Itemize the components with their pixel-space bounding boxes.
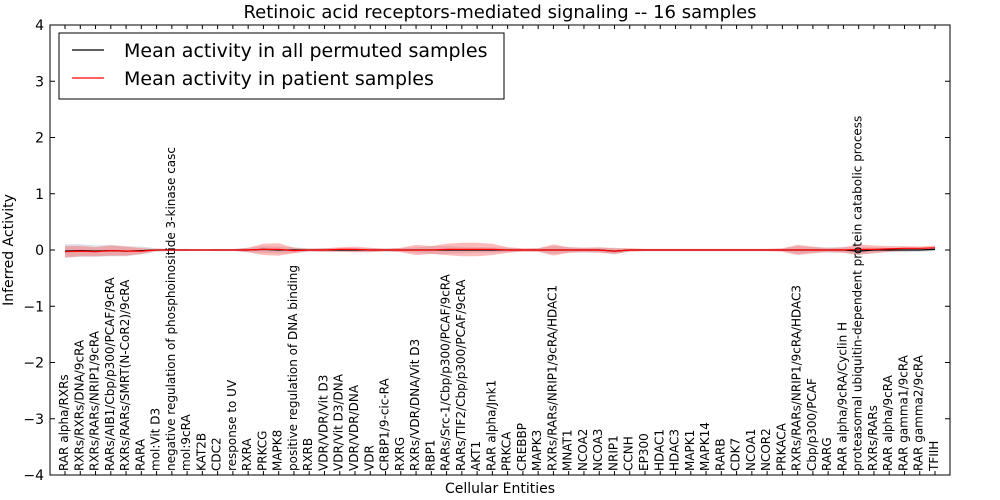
- y-tick-label: 4: [35, 18, 44, 34]
- legend-label-patient: Mean activity in patient samples: [124, 68, 434, 90]
- permuted-band-layer: [65, 244, 935, 258]
- y-tick-label: 3: [35, 74, 44, 90]
- entity-label: VDR/VDR/DNA: [347, 384, 361, 471]
- entity-label: NCOR2: [759, 428, 773, 471]
- entity-label: PRKCA: [500, 431, 514, 471]
- entity-label: proteasomal ubiquitin-dependent protein …: [851, 116, 865, 471]
- entity-label: RXRs/RXRs/DNA/9cRA: [72, 339, 86, 471]
- entity-label: RXRs/RARs/SMRT(N-CoR2)/9cRA: [118, 279, 132, 471]
- entity-label: VDR/VDR/Vit D3: [317, 375, 331, 471]
- y-tick-label: −2: [23, 356, 44, 372]
- entity-label: HDAC3: [668, 429, 682, 471]
- entity-label: mol:Vit D3: [149, 408, 163, 471]
- entity-label: PRKCG: [255, 431, 269, 471]
- entity-label: NCOA3: [591, 429, 605, 471]
- x-axis: [64, 25, 936, 475]
- series-lines-layer: [64, 247, 936, 253]
- entity-labels: RAR alpha/RXRs RXRs/RXRs/DNA/9cRA RXRs/RAR…: [57, 116, 941, 472]
- entity-label: CREBBP: [515, 423, 529, 471]
- y-axis: 4 3 2 1 0 −1 −2 −3 −4: [23, 18, 950, 484]
- entity-label: RAR alpha/RXRs: [57, 374, 71, 471]
- entity-label: CCNH: [622, 436, 636, 471]
- entity-label: KAT2B: [194, 433, 208, 471]
- entity-label: HDAC1: [652, 429, 666, 471]
- entity-label: RXRB: [301, 438, 315, 471]
- entity-label: RXRA: [240, 438, 254, 471]
- entity-label: AKT1: [469, 441, 483, 471]
- entity-label: RAR alpha/Jnk1: [484, 380, 498, 471]
- entity-label: MAPK14: [698, 422, 712, 471]
- entity-label: RXRs/RARs: [866, 405, 880, 471]
- entity-label: Cbp/p300/PCAF: [805, 378, 819, 471]
- entity-label: RBP1: [423, 440, 437, 471]
- entity-label: response to UV: [225, 379, 239, 471]
- entity-label: RARA: [133, 438, 147, 471]
- entity-label: RAR gamma2/9cRA: [912, 354, 926, 471]
- entity-label: RAR gamma1/9cRA: [897, 354, 911, 471]
- entity-label: RXRs/RARs/NRIP1/9cRA/HDAC3: [790, 285, 804, 471]
- entity-label: negative regulation of phosphoinositide …: [164, 147, 178, 471]
- entity-label: EP300: [637, 433, 651, 471]
- entity-label: RARG: [820, 437, 834, 471]
- entity-label: RXRG: [393, 437, 407, 471]
- y-tick-label: −3: [23, 412, 44, 428]
- series-line-patient: [64, 247, 936, 253]
- entity-label: RARs/AIB1/Cbp/p300/PCAF/9cRA: [103, 277, 117, 471]
- permuted-band: [65, 244, 935, 258]
- entity-label: TFIIH: [927, 441, 941, 472]
- legend-box: [58, 32, 505, 100]
- entity-label: CDC2: [210, 437, 224, 471]
- entity-label: MAPK3: [530, 430, 544, 471]
- entity-label: VDR/Vit D3/DNA: [332, 373, 346, 471]
- entity-label: RARB: [713, 438, 727, 471]
- y-axis-title: Inferred Activity: [1, 194, 17, 306]
- entity-label: RXRs/VDR/DNA/Vit D3: [408, 339, 422, 471]
- y-tick-label: −4: [23, 468, 44, 484]
- plot-area: [64, 242, 936, 258]
- legend: Mean activity in all permuted samples Me…: [58, 32, 505, 100]
- entity-label: RAR alpha/9cRA: [881, 374, 895, 471]
- y-tick-label: 1: [35, 187, 44, 203]
- entity-label: mol:9cRA: [179, 414, 193, 471]
- y-tick-label: 2: [35, 131, 44, 147]
- entity-label: RXRs/RARs/NRIP1/9cRA: [88, 330, 102, 471]
- entity-label: RXRs/RARs/NRIP1/9cRA/HDAC1: [545, 285, 559, 471]
- entity-label: RARs/Src-1/Cbp/p300/PCAF/9cRA: [439, 273, 453, 471]
- entity-label: MAPK8: [271, 430, 285, 471]
- entity-label: RARs/TIF2/Cbp/p300/PCAF/9cRA: [454, 279, 468, 471]
- y-tick-label: −1: [23, 299, 44, 315]
- entity-label: VDR: [362, 445, 376, 471]
- entity-label: PRKACA: [774, 422, 788, 471]
- entity-label: CDK7: [729, 438, 743, 471]
- entity-label: NRIP1: [607, 435, 621, 471]
- entity-label: MNAT1: [561, 429, 575, 471]
- entity-label: NCOA1: [744, 429, 758, 471]
- entity-label: MAPK1: [683, 430, 697, 471]
- chart-title: Retinoic acid receptors-mediated signali…: [243, 2, 756, 23]
- entity-label: NCOA2: [576, 429, 590, 471]
- entity-label: CRBP1/9-cic-RA: [378, 377, 392, 471]
- x-axis-title: Cellular Entities: [445, 481, 555, 497]
- legend-label-permuted: Mean activity in all permuted samples: [124, 40, 487, 62]
- y-tick-label: 0: [35, 243, 44, 259]
- entity-label: RAR alpha/9cRA/Cyclin H: [835, 322, 849, 471]
- entity-label: positive regulation of DNA binding: [286, 265, 300, 471]
